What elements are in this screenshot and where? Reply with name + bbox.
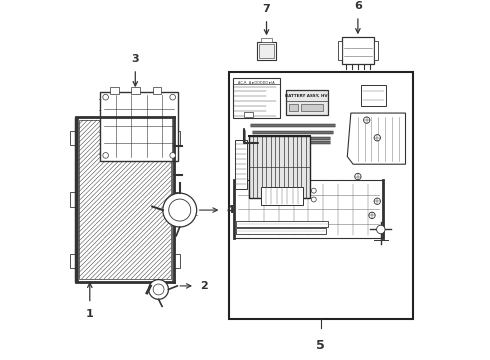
Circle shape	[374, 198, 380, 204]
Bar	[174, 131, 180, 145]
Bar	[236, 228, 326, 234]
Bar	[110, 87, 119, 94]
Bar	[71, 131, 75, 145]
Circle shape	[311, 188, 316, 193]
Bar	[248, 136, 310, 198]
Bar	[79, 120, 171, 279]
Circle shape	[311, 197, 316, 202]
Bar	[235, 140, 247, 189]
Bar	[71, 193, 75, 207]
Bar	[229, 72, 413, 319]
Bar	[374, 41, 378, 60]
Circle shape	[153, 284, 164, 295]
Circle shape	[170, 94, 175, 100]
Circle shape	[163, 193, 196, 227]
Bar	[152, 87, 161, 94]
Bar	[338, 41, 342, 60]
Text: AC-R  A♦DODDD♦IA: AC-R A♦DODDD♦IA	[238, 81, 275, 85]
Bar	[174, 193, 180, 207]
Bar	[257, 42, 276, 60]
Bar	[261, 187, 303, 205]
Bar	[75, 117, 174, 282]
Circle shape	[103, 94, 108, 100]
Bar	[289, 104, 298, 111]
Bar	[342, 37, 374, 64]
Circle shape	[169, 199, 191, 221]
Bar	[260, 44, 273, 58]
Bar	[100, 92, 178, 161]
Circle shape	[170, 153, 175, 158]
Circle shape	[103, 153, 108, 158]
Circle shape	[355, 174, 361, 180]
Circle shape	[148, 280, 169, 299]
Bar	[236, 221, 328, 227]
Bar	[71, 254, 75, 268]
Text: 5: 5	[317, 339, 325, 352]
Text: 3: 3	[131, 54, 139, 64]
Circle shape	[364, 117, 370, 123]
Bar	[234, 180, 383, 238]
Text: BATTERY ASSY, HV: BATTERY ASSY, HV	[285, 94, 328, 98]
Circle shape	[369, 212, 375, 219]
Text: 2: 2	[200, 281, 208, 291]
Bar	[301, 104, 322, 111]
Bar	[362, 85, 386, 106]
Bar	[174, 254, 180, 268]
Text: 6: 6	[354, 1, 362, 11]
Circle shape	[374, 135, 380, 141]
Bar	[131, 87, 140, 94]
Bar	[261, 38, 272, 42]
Text: 7: 7	[263, 4, 270, 14]
Bar	[233, 78, 280, 118]
Bar	[244, 112, 253, 117]
Text: 1: 1	[86, 309, 94, 319]
Text: 4: 4	[227, 205, 235, 215]
Bar	[286, 90, 328, 115]
Polygon shape	[347, 113, 406, 164]
Circle shape	[377, 225, 385, 234]
